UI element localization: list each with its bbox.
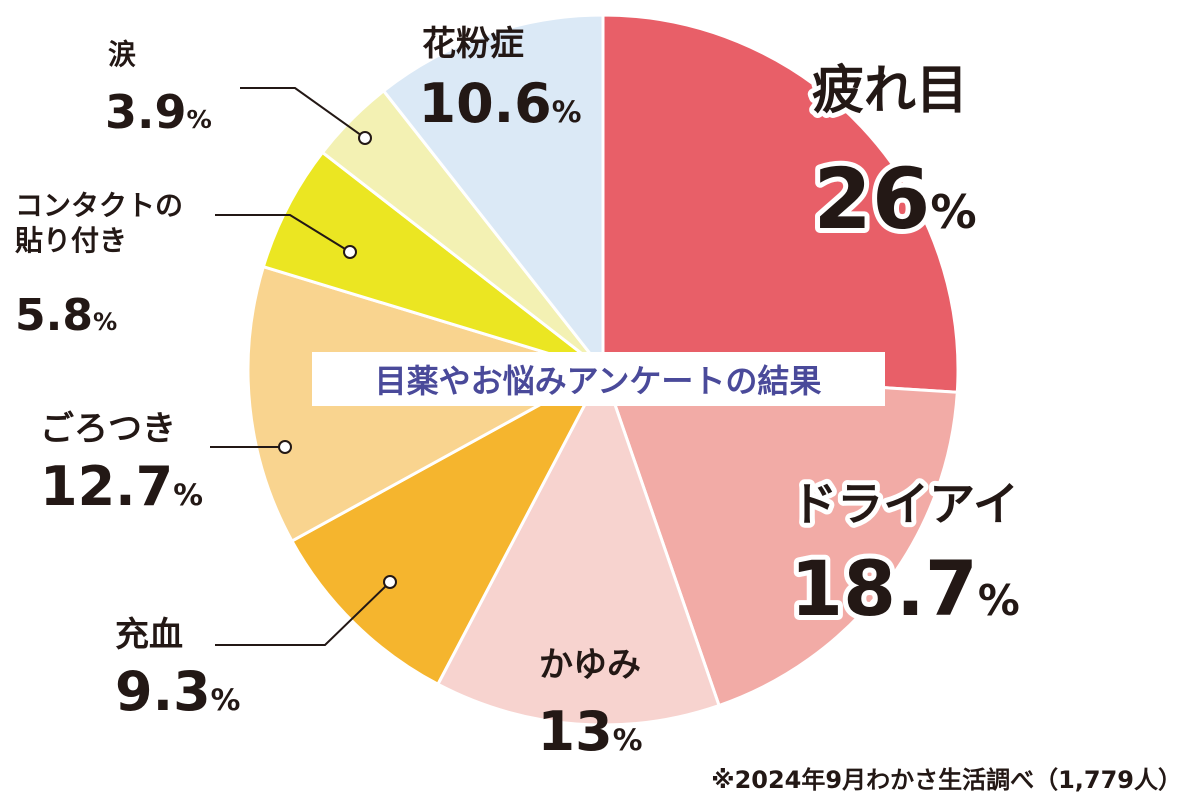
slice-label: 充血	[115, 615, 183, 655]
chart-title: 目薬やお悩みアンケートの結果	[375, 362, 822, 400]
pie-slice	[289, 366, 607, 687]
leader-dot	[278, 440, 292, 454]
title-box	[312, 352, 885, 406]
value-label: 12.7%	[40, 455, 203, 518]
slice-label: かゆみ	[539, 645, 641, 685]
value-label: 18.7%	[790, 544, 1019, 633]
value-unit: %	[978, 576, 1020, 625]
slice-label: 花粉症	[422, 24, 524, 64]
note: ※2024年9月わかさ生活調べ（1,779人）	[711, 766, 1182, 794]
label-line: 貼り付き	[15, 224, 127, 257]
value-number: 9.3	[115, 660, 211, 723]
slice-label: ドライアイ	[791, 477, 1019, 531]
leader-dot	[358, 131, 372, 145]
leader-line	[215, 214, 351, 253]
value-label: 26%	[813, 150, 976, 248]
value-label: 13%	[538, 700, 643, 763]
value-number: 12.7	[40, 455, 173, 518]
leader-dot	[383, 575, 397, 589]
slice-label: コンタクトの貼り付き	[15, 189, 183, 257]
value-unit: %	[552, 95, 582, 130]
value-number: 13	[538, 700, 613, 763]
value-unit: %	[930, 185, 976, 239]
slice-label: 涙	[108, 38, 136, 71]
value-unit: %	[187, 105, 212, 134]
pie-slice	[601, 13, 960, 394]
value-unit: %	[173, 478, 203, 513]
slice-label: 疲れ目	[812, 61, 968, 121]
pie-slice	[435, 366, 721, 727]
value-unit: %	[93, 308, 117, 336]
pie-slice	[381, 13, 605, 375]
value-label: 9.3%	[115, 660, 240, 723]
value-label: 3.9%	[105, 85, 212, 139]
value-number: 3.9	[105, 85, 187, 139]
value-number: 10.6	[419, 72, 552, 135]
value-number: 18.7	[790, 544, 978, 633]
leader-dot	[343, 245, 357, 259]
label-line: コンタクトの	[15, 189, 183, 222]
value-label: 5.8%	[15, 290, 117, 341]
leader-line	[215, 581, 391, 646]
leader-line	[240, 87, 366, 139]
value-unit: %	[613, 723, 643, 758]
value-number: 5.8	[15, 290, 93, 341]
value-label: 10.6%	[419, 72, 582, 135]
value-number: 26	[813, 150, 930, 248]
pie-slice	[261, 150, 604, 372]
slice-label: ごろつき	[40, 409, 176, 449]
value-unit: %	[211, 683, 241, 718]
